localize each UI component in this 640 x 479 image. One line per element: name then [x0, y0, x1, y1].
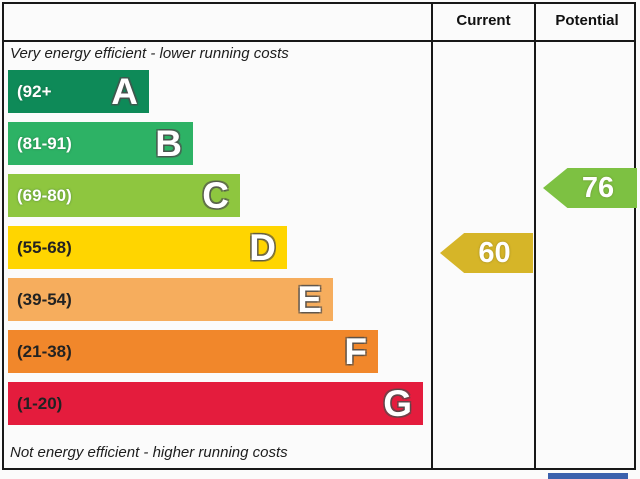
band-letter: E [297, 278, 322, 320]
band-row-f: (21-38) F [8, 330, 378, 373]
column-divider-potential [534, 2, 536, 470]
band-letter: A [111, 70, 138, 112]
band-row-a: (92+ A [8, 70, 149, 113]
rating-bands: (92+ A (81-91) B (69-80) C (55-68) D (39-54) E (21… [8, 70, 423, 434]
top-caption: Very energy efficient - lower running co… [10, 45, 289, 62]
current-rating-arrow: 60 [440, 233, 533, 273]
band-letter: D [249, 226, 276, 268]
band-row-c: (69-80) C [8, 174, 240, 217]
band-letter: G [383, 382, 412, 424]
band-letter: F [344, 330, 367, 372]
chart-border [2, 2, 636, 470]
band-range-label: (21-38) [17, 341, 72, 361]
potential-column-header: Potential [555, 12, 619, 29]
current-column-header: Current [456, 12, 511, 29]
band-letter: B [155, 122, 182, 164]
current-rating-value: 60 [478, 237, 511, 269]
band-letter: C [202, 174, 229, 216]
band-range-label: (39-54) [17, 289, 72, 309]
potential-rating-value: 76 [581, 172, 615, 204]
eu-directive-box-partial [548, 473, 628, 479]
column-divider-current [431, 2, 433, 470]
band-range-label: (69-80) [17, 185, 72, 205]
band-row-b: (81-91) B [8, 122, 193, 165]
band-range-label: (55-68) [17, 237, 72, 257]
band-range-label: (92+ [17, 81, 52, 101]
band-row-d: (55-68) D [8, 226, 287, 269]
band-row-g: (1-20) G [8, 382, 423, 425]
band-range-label: (1-20) [17, 393, 63, 413]
band-range-label: (81-91) [17, 133, 72, 153]
bottom-caption: Not energy efficient - higher running co… [10, 444, 288, 461]
band-row-e: (39-54) E [8, 278, 333, 321]
header-divider [2, 40, 636, 42]
